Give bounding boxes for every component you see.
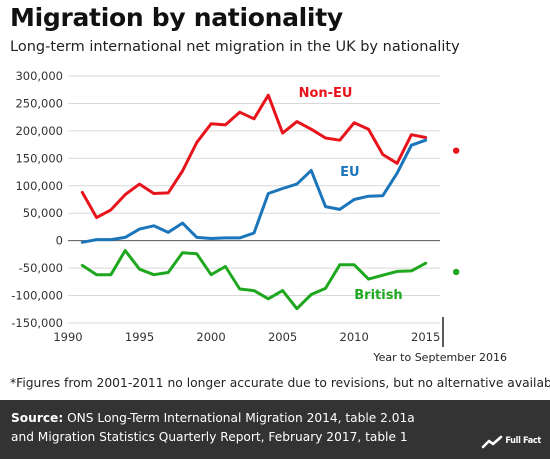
x-tick-label: 2000 [196, 330, 225, 344]
y-tick-label: 300,000 [15, 69, 63, 83]
y-tick-label: 150,000 [15, 151, 63, 165]
y-axis-ticks: 300,000 250,000 200,000 150,000 100,000 50,00… [11, 69, 63, 330]
full-fact-logo-icon [482, 435, 503, 448]
x-tick-label: 1995 [125, 330, 154, 344]
source-line-2: and Migration Statistics Quarterly Repor… [11, 430, 408, 444]
year-to-sep-2016-point-british [452, 268, 460, 276]
series-label-non-eu: Non-EU [299, 86, 353, 101]
x-tick-label: 1990 [53, 330, 82, 344]
gridlines [68, 75, 440, 324]
series-lines [80, 93, 428, 311]
series-line-eu [80, 138, 428, 244]
series-label-eu: EU [340, 165, 359, 180]
series-line-british [80, 249, 428, 311]
source-line-1: Source: ONS Long-Term International Migr… [11, 409, 550, 428]
year-to-september-2016: Year to September 2016 [372, 147, 507, 364]
series-labels: Non-EU EU British [299, 86, 403, 303]
footnote: *Figures from 2001-2011 no longer accura… [10, 376, 550, 390]
source-text-1: ONS Long-Term International Migration 20… [63, 411, 415, 425]
y-tick-label: 100,000 [15, 179, 63, 193]
year-to-sep-2016-label: Year to September 2016 [372, 351, 507, 364]
x-tick-label: 2005 [268, 330, 297, 344]
chart-title: Migration by nationality [10, 3, 343, 32]
x-tick-label: 2010 [340, 330, 369, 344]
full-fact-logo-text: Full Fact [505, 436, 541, 446]
y-tick-label: 250,000 [15, 96, 63, 110]
y-tick-label: 200,000 [15, 124, 63, 138]
y-tick-label: 0 [56, 234, 63, 248]
line-chart: 300,000 250,000 200,000 150,000 100,000 50,00… [11, 69, 507, 364]
chart-subtitle: Long-term international net migration in… [10, 39, 460, 55]
series-line-non-eu [80, 93, 428, 220]
y-tick-label: -150,000 [11, 316, 63, 330]
series-label-british: British [354, 288, 402, 303]
y-tick-label: -100,000 [11, 289, 63, 303]
source-label: Source: [11, 411, 64, 425]
x-axis-ticks: 1990 1995 2000 2005 2010 2015 [53, 330, 440, 344]
y-tick-label: 50,000 [23, 206, 63, 220]
y-tick-label: -50,000 [19, 261, 63, 275]
source-bar: Source: ONS Long-Term International Migr… [0, 400, 550, 459]
full-fact-logo: Full Fact [481, 432, 541, 451]
year-to-sep-2016-point-non-eu [452, 147, 460, 154]
x-tick-label: 2015 [411, 330, 440, 344]
